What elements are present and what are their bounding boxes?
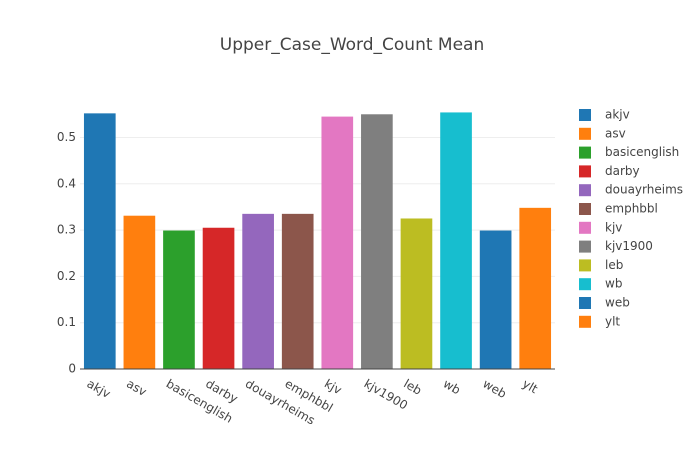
bar — [163, 230, 195, 369]
y-tick-label: 0.2 — [57, 269, 76, 283]
legend-label: ylt — [605, 314, 620, 328]
legend-swatch — [579, 240, 591, 253]
legend-label: web — [605, 296, 630, 310]
legend-label: darby — [605, 164, 640, 178]
bar — [202, 227, 235, 369]
bar — [83, 113, 116, 369]
legend-label: leb — [605, 258, 623, 272]
legend-label: wb — [605, 277, 622, 291]
legend-swatch — [579, 146, 591, 159]
bar — [519, 207, 552, 369]
y-tick-label: 0.1 — [57, 315, 76, 329]
legend-label: akjv — [605, 108, 630, 122]
legend-swatch — [579, 221, 591, 234]
x-tick-label: kjv — [322, 377, 344, 398]
x-tick-label: leb — [401, 377, 424, 398]
legend-swatch — [579, 203, 591, 215]
chart-title: Upper_Case_Word_Count Mean — [220, 35, 484, 55]
x-tick-label: wb — [441, 377, 463, 398]
y-tick-label: 0 — [68, 362, 76, 376]
bar — [479, 230, 512, 369]
bar — [361, 114, 393, 369]
legend-swatch — [579, 165, 591, 178]
legend-label: douayrheims — [605, 183, 683, 197]
legend-swatch — [579, 297, 591, 309]
legend-label: basicenglish — [605, 145, 679, 159]
legend-label: kjv1900 — [605, 239, 653, 253]
legend-swatch — [579, 278, 591, 291]
y-tick-label: 0.4 — [57, 176, 76, 190]
y-tick-label: 0.5 — [57, 130, 76, 144]
legend-swatch — [579, 109, 591, 121]
legend-label: emphbbl — [605, 202, 658, 216]
bar — [242, 213, 274, 369]
x-tick-label: akjv — [85, 377, 113, 401]
legend-label: kjv — [605, 220, 622, 234]
legend-label: asv — [605, 126, 626, 140]
bar — [400, 218, 433, 369]
legend-swatch — [579, 184, 591, 197]
bar — [123, 215, 156, 369]
bar — [321, 116, 354, 369]
y-tick-label: 0.3 — [57, 223, 76, 237]
legend-swatch — [579, 259, 591, 272]
legend-swatch — [579, 127, 591, 140]
legend-swatch — [579, 315, 591, 328]
x-tick-label: ylt — [520, 377, 540, 397]
x-tick-label: asv — [124, 377, 149, 399]
x-tick-label: kjv1900 — [362, 377, 411, 413]
bar — [281, 213, 314, 369]
bar — [440, 112, 472, 369]
x-tick-label: web — [480, 377, 509, 402]
